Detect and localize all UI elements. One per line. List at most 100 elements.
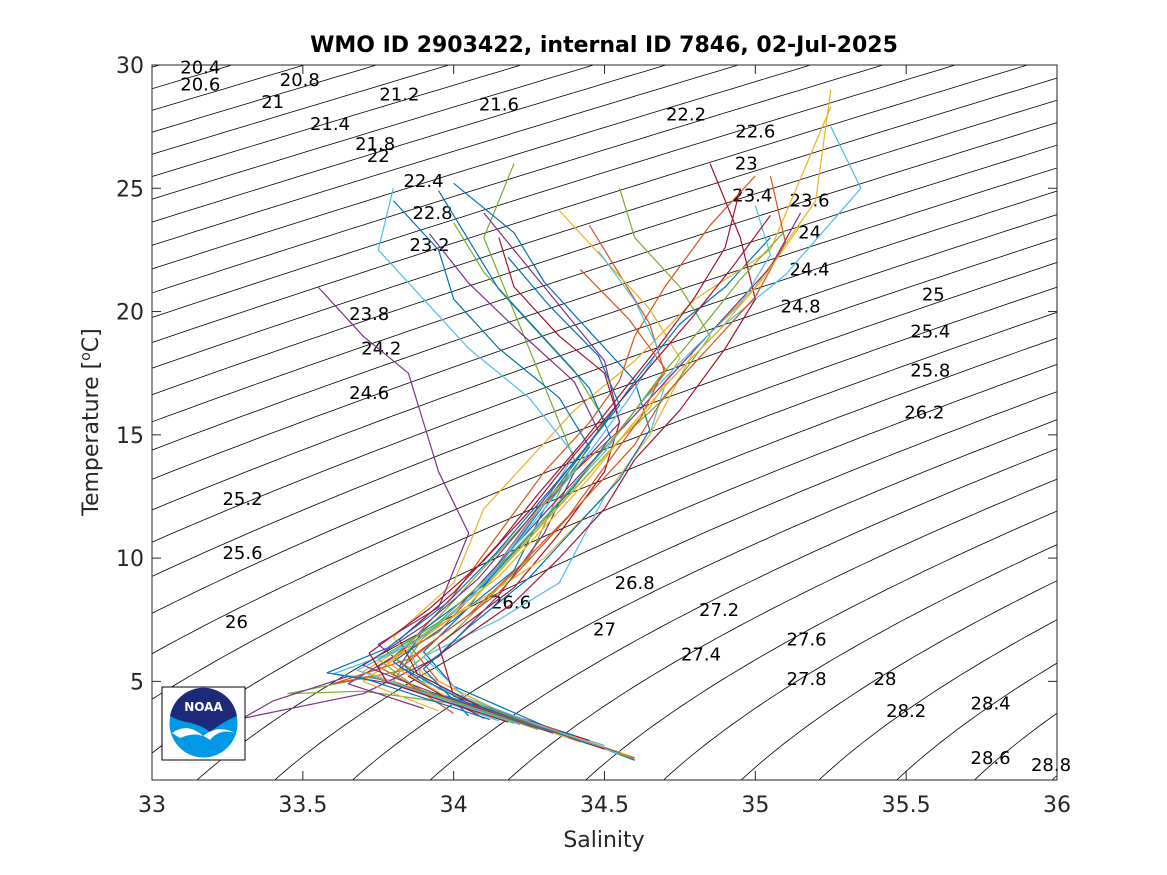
x-axis-ticks: 33 33.5 34 34.5 35 35.5 36 (138, 65, 1071, 818)
isopycnal-label: 21.2 (379, 85, 419, 106)
isopycnal-line (507, 478, 1057, 780)
isopycnal-line (152, 337, 1057, 754)
isopycnal-line (740, 580, 1057, 780)
chart-title: WMO ID 2903422, internal ID 7846, 02-Jul… (310, 33, 898, 58)
x-tick-label: 34 (440, 793, 468, 818)
isopycnal-line (152, 65, 739, 246)
isopycnal-label: 20.6 (180, 75, 220, 96)
isopycnal-line (974, 712, 1057, 780)
isopycnal-line (152, 65, 1028, 343)
y-axis-label: Temperature [oC] (78, 328, 104, 516)
isopycnal-line (429, 448, 1057, 780)
isopycnal-label: 20.8 (280, 70, 320, 91)
isopycnal-line (352, 419, 1057, 780)
logo-navy-top (170, 687, 237, 732)
noaa-logo: NOAA (161, 686, 246, 761)
isopycnal-label: 23 (735, 154, 758, 175)
isopycnal-line (274, 391, 1057, 780)
y-tick-label: 25 (116, 177, 144, 202)
isopycnal-label: 27.2 (699, 600, 739, 621)
isopycnal-label: 21.8 (355, 134, 395, 155)
isopycnal-line (152, 65, 666, 223)
isopycnal-label: 27.4 (681, 644, 721, 665)
isopycnal-label: 28.8 (1031, 755, 1071, 776)
profile-line (362, 233, 600, 734)
isopycnal-line (152, 65, 594, 200)
profile-line (241, 212, 621, 727)
profile-line (356, 250, 660, 726)
profile-line (392, 222, 635, 760)
x-axis-label: Salinity (563, 828, 644, 853)
isopycnal-label: 25 (922, 284, 945, 305)
isopycnal-contours (152, 65, 1167, 780)
profile-line (407, 175, 756, 759)
isopycnal-label: 23.6 (790, 191, 830, 212)
y-tick-label: 5 (130, 670, 144, 695)
isopycnal-label: 25.6 (222, 543, 262, 564)
isopycnal-line (152, 214, 1057, 543)
isopycnal-line (585, 510, 1057, 780)
isopycnal-label: 26.2 (904, 403, 944, 424)
isopycnal-line (152, 99, 1057, 396)
profile-line (392, 106, 832, 756)
x-tick-label: 33.5 (278, 793, 327, 818)
profile-line (332, 269, 666, 743)
isopycnal-label: 24.8 (781, 297, 821, 318)
isopycnal-label: 27 (593, 620, 616, 641)
isopycnal-label: 28.2 (886, 701, 926, 722)
profile-line (347, 212, 802, 710)
isopycnal-line (152, 65, 811, 270)
isopycnal-line (152, 190, 1057, 511)
isopycnal-line (152, 65, 232, 90)
profile-line (422, 182, 651, 717)
logo-wave (172, 728, 235, 740)
logo-text: NOAA (184, 700, 223, 714)
isopycnal-label: 27.6 (787, 630, 827, 651)
isopycnal-line (152, 144, 1057, 451)
isopycnal-label: 24 (798, 223, 821, 244)
isopycnal-label: 24.4 (790, 260, 830, 281)
isopycnal-line (152, 122, 1057, 423)
isopycnal-label: 25.8 (910, 361, 950, 382)
profile-line (438, 237, 621, 742)
isopycnal-label: 26.8 (615, 573, 655, 594)
x-tick-label: 34.5 (580, 793, 629, 818)
y-tick-label: 15 (116, 424, 144, 449)
isopycnal-line (1130, 65, 1167, 780)
isopycnal-line (818, 619, 1057, 780)
isopycnal-line (152, 77, 1057, 369)
y-axis-label-degree: o (78, 352, 94, 361)
isopycnal-labels: 20.420.6 20.821 21.2 21.4 21.6 21.822 22.2 22.4… (180, 58, 1071, 777)
isopycnal-label: 24.6 (349, 383, 389, 404)
profile-line (368, 215, 771, 723)
isopycnal-label: 23.8 (349, 304, 389, 325)
isopycnal-label: 24.2 (361, 339, 401, 360)
isopycnal-label: 27.8 (787, 669, 827, 690)
isopycnal-line (152, 286, 1057, 655)
isopycnal-line (152, 237, 1057, 577)
isopycnal-label: 25.4 (910, 321, 950, 342)
isopycnal-label: 28.6 (971, 748, 1011, 769)
isopycnal-label: 21.6 (479, 94, 519, 115)
x-tick-label: 35 (741, 793, 769, 818)
isopycnal-line (152, 262, 1057, 614)
isopycnal-line (152, 65, 883, 294)
x-tick-label: 33 (138, 793, 166, 818)
isopycnal-line (152, 167, 1057, 480)
isopycnal-label: 28.4 (971, 694, 1011, 715)
isopycnal-line (152, 65, 377, 133)
isopycnal-label: 21 (261, 92, 284, 113)
isopycnal-label: 28 (874, 669, 897, 690)
y-tick-label: 20 (116, 301, 144, 326)
isopycnal-line (196, 364, 1057, 780)
y-tick-label: 10 (116, 547, 144, 572)
profile-line (398, 190, 612, 745)
profile-line (422, 237, 771, 761)
profile-line (398, 188, 741, 750)
isopycnal-label: 21.4 (310, 114, 350, 135)
profile-line (326, 256, 621, 721)
isopycnal-line (663, 544, 1057, 780)
y-tick-label: 30 (116, 54, 144, 79)
isopycnal-label: 22.2 (666, 104, 706, 125)
